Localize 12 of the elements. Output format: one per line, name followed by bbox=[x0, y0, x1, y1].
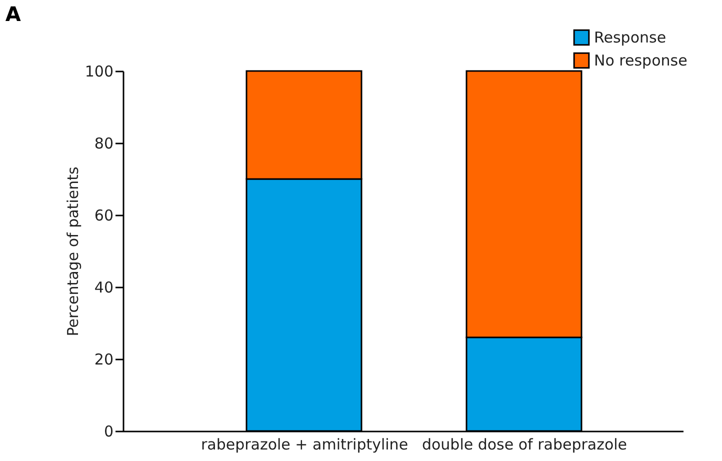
y-tick-label: 0 bbox=[104, 422, 114, 440]
y-tick-label: 60 bbox=[94, 206, 114, 224]
y-tick-label: 20 bbox=[94, 350, 114, 368]
y-tick-label: 100 bbox=[84, 62, 114, 80]
y-axis-title: Percentage of patients bbox=[64, 166, 82, 336]
x-tick-label: double dose of rabeprazole bbox=[422, 436, 628, 454]
legend-label: No response bbox=[594, 52, 688, 70]
x-tick-label: rabeprazole + amitriptyline bbox=[200, 436, 408, 454]
y-tick-label: 80 bbox=[94, 134, 114, 152]
y-tick-label: 40 bbox=[94, 278, 114, 296]
legend-label: Response bbox=[594, 28, 666, 46]
chart-title: A bbox=[5, 2, 22, 26]
